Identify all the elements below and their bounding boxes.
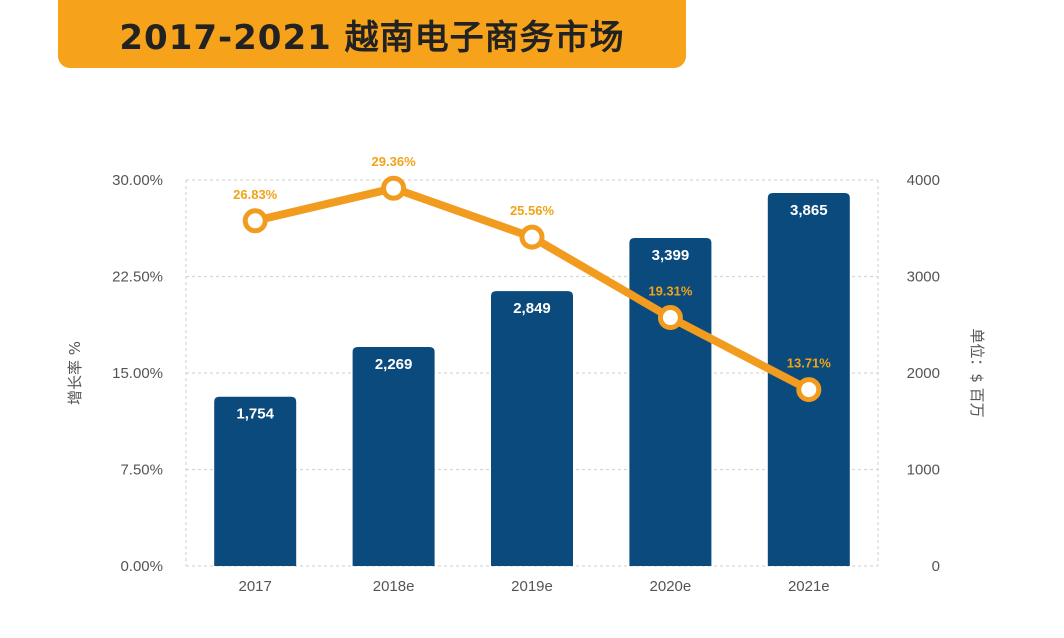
x-tick-label: 2018e: [373, 578, 415, 595]
bar-value-label: 2,849: [513, 300, 551, 317]
line-value-label: 26.83%: [233, 187, 278, 202]
line-value-label: 19.31%: [648, 284, 693, 299]
line-point: [796, 377, 822, 403]
y-left-tick-label: 15.00%: [112, 365, 163, 382]
line-value-label: 25.56%: [510, 203, 555, 218]
y-right-tick-label: 4000: [907, 172, 940, 189]
y-right-tick-label: 3000: [907, 269, 940, 286]
line-point: [519, 224, 545, 250]
bar-value-label: 1,754: [236, 406, 274, 423]
x-tick-label: 2021e: [788, 578, 830, 595]
line-value-label: 13.71%: [787, 356, 832, 371]
y-left-tick-label: 0.00%: [120, 558, 163, 575]
line-point: [242, 208, 268, 234]
line-point: [381, 175, 407, 201]
y-right-tick-label: 1000: [907, 462, 940, 479]
line-value-label: 29.36%: [372, 154, 417, 169]
bar: [629, 237, 712, 566]
bar-value-label: 3,865: [790, 202, 828, 219]
bar: [491, 291, 573, 566]
y-left-tick-label: 30.00%: [112, 172, 163, 189]
y-right-tick-label: 2000: [907, 365, 940, 382]
y-right-axis-title: 单位：$ 百万: [968, 328, 986, 417]
x-tick-label: 2019e: [511, 578, 553, 595]
y-left-axis-title: 增长率 %: [66, 341, 84, 405]
bar-value-label: 3,399: [652, 247, 690, 264]
page-title: 2017-2021 越南电子商务市场: [119, 17, 625, 58]
bar-value-label: 2,269: [375, 356, 413, 373]
y-left-tick-label: 22.50%: [112, 269, 163, 286]
line-point: [657, 305, 683, 331]
bar: [214, 396, 297, 566]
y-left-tick-label: 7.50%: [120, 462, 163, 479]
x-tick-label: 2017: [239, 578, 272, 595]
y-right-tick-label: 0: [932, 558, 940, 575]
x-tick-label: 2020e: [650, 578, 692, 595]
bar: [352, 347, 435, 566]
title-banner: 2017-2021 越南电子商务市场: [58, 0, 686, 68]
